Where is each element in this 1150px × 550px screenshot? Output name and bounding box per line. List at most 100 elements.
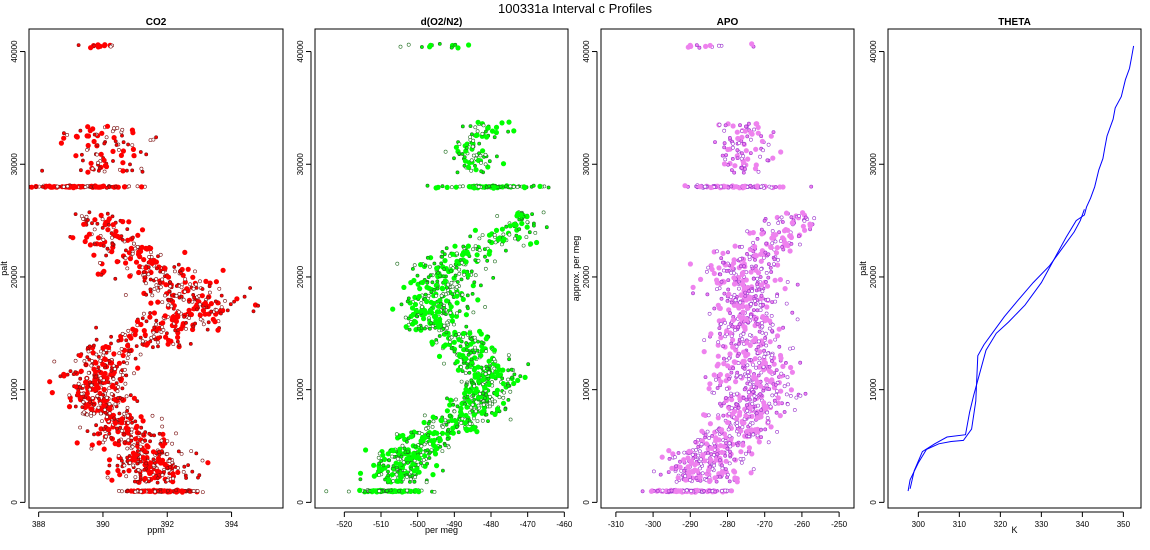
data-point bbox=[688, 478, 693, 483]
x-tick-label: -480 bbox=[483, 520, 500, 529]
data-point bbox=[722, 356, 726, 361]
data-point bbox=[460, 353, 466, 359]
data-point bbox=[511, 128, 517, 134]
data-point bbox=[104, 123, 111, 129]
data-point bbox=[707, 489, 712, 493]
data-point bbox=[133, 475, 138, 480]
data-point bbox=[737, 409, 743, 415]
y-tick-label: 40000 bbox=[10, 40, 19, 63]
data-point bbox=[199, 293, 205, 299]
data-point bbox=[115, 126, 120, 130]
data-point bbox=[165, 341, 171, 347]
data-point bbox=[683, 477, 689, 483]
data-point bbox=[145, 444, 151, 450]
data-point bbox=[745, 363, 750, 368]
data-point bbox=[730, 411, 736, 417]
data-point bbox=[511, 184, 516, 189]
data-point bbox=[92, 217, 98, 223]
data-point bbox=[445, 437, 450, 441]
data-point bbox=[387, 458, 392, 463]
data-point bbox=[666, 448, 672, 454]
data-point bbox=[147, 431, 152, 436]
data-point bbox=[80, 152, 84, 157]
data-point bbox=[730, 344, 736, 350]
data-point bbox=[178, 326, 184, 332]
data-point bbox=[101, 157, 107, 163]
data-point bbox=[471, 153, 476, 158]
data-point bbox=[477, 248, 482, 253]
data-point bbox=[729, 270, 734, 275]
data-point bbox=[431, 300, 437, 307]
data-point bbox=[452, 243, 458, 249]
data-point bbox=[719, 427, 725, 433]
data-point bbox=[752, 244, 758, 250]
data-point bbox=[506, 353, 511, 358]
data-point bbox=[748, 183, 753, 188]
data-point bbox=[486, 232, 493, 238]
data-point bbox=[492, 366, 497, 371]
data-point bbox=[155, 476, 160, 481]
data-point bbox=[419, 431, 424, 436]
data-point bbox=[715, 386, 720, 390]
data-point bbox=[386, 477, 392, 483]
data-point bbox=[198, 279, 202, 284]
data-point bbox=[747, 358, 752, 362]
data-point bbox=[734, 416, 740, 422]
data-point bbox=[101, 243, 106, 248]
data-point bbox=[783, 210, 790, 216]
data-point bbox=[141, 328, 147, 334]
data-point bbox=[812, 216, 817, 221]
data-point bbox=[673, 455, 677, 460]
data-point bbox=[768, 424, 774, 430]
data-point bbox=[723, 157, 728, 162]
data-point bbox=[483, 336, 489, 342]
data-point bbox=[463, 371, 468, 376]
data-point bbox=[464, 324, 469, 329]
data-point bbox=[723, 453, 728, 458]
data-point bbox=[454, 265, 459, 270]
data-point bbox=[105, 211, 110, 216]
data-point bbox=[65, 184, 70, 189]
data-point bbox=[410, 266, 415, 271]
data-point bbox=[689, 489, 694, 493]
data-point bbox=[161, 488, 167, 494]
data-point bbox=[775, 429, 780, 434]
data-point bbox=[472, 384, 477, 389]
data-point bbox=[451, 339, 457, 345]
data-point bbox=[754, 317, 758, 322]
data-point bbox=[744, 285, 750, 291]
data-point bbox=[142, 332, 148, 338]
y-tick-label: 0 bbox=[10, 500, 19, 505]
data-point bbox=[197, 302, 202, 307]
data-point bbox=[437, 436, 443, 442]
data-point bbox=[135, 184, 140, 189]
data-point bbox=[747, 254, 752, 259]
data-point bbox=[785, 243, 791, 249]
data-point bbox=[759, 184, 764, 189]
data-point bbox=[500, 367, 506, 373]
data-point bbox=[179, 271, 183, 276]
data-point bbox=[130, 444, 135, 449]
data-point bbox=[117, 438, 121, 443]
data-point bbox=[126, 420, 131, 425]
data-point bbox=[90, 358, 94, 363]
data-point bbox=[208, 301, 214, 307]
data-point bbox=[434, 430, 440, 436]
data-point bbox=[739, 264, 743, 269]
data-point bbox=[159, 416, 164, 421]
data-point bbox=[141, 488, 147, 494]
data-point bbox=[412, 263, 417, 268]
data-point bbox=[422, 453, 428, 459]
data-point bbox=[471, 412, 477, 418]
data-point bbox=[140, 418, 146, 424]
data-point bbox=[88, 406, 94, 412]
data-point bbox=[746, 289, 751, 294]
data-point bbox=[707, 42, 713, 49]
x-tick-label: -500 bbox=[410, 520, 427, 529]
data-point bbox=[475, 119, 481, 125]
data-point bbox=[494, 154, 499, 159]
data-point bbox=[148, 439, 153, 444]
data-point bbox=[685, 464, 691, 470]
y-axis-label: palt bbox=[0, 261, 9, 276]
data-point bbox=[725, 446, 730, 451]
